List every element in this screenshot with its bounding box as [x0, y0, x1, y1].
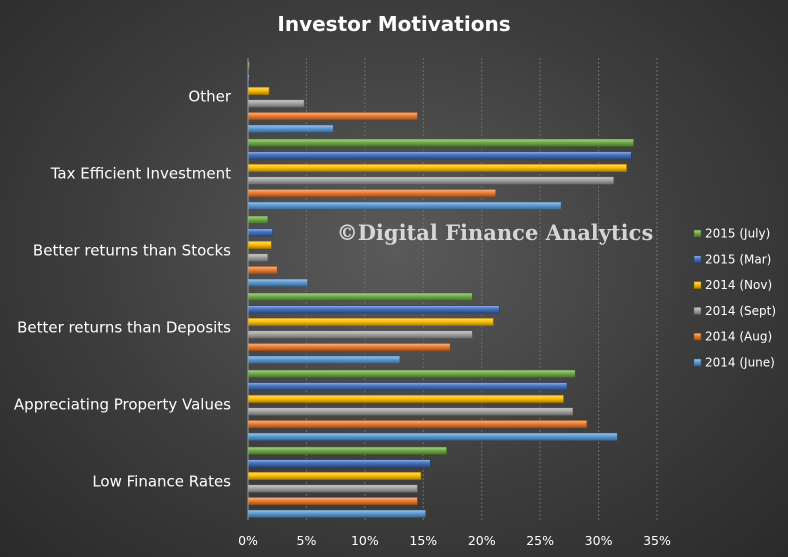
- legend-label: 2015 (Mar): [705, 252, 771, 266]
- bar: [247, 253, 269, 262]
- bar: [247, 86, 270, 95]
- x-tick-label: 5%: [297, 533, 317, 548]
- bar: [247, 266, 278, 275]
- bar: [247, 420, 588, 429]
- legend: 2015 (July) 2015 (Mar) 2014 (Nov) 2014 (Sep…: [693, 227, 776, 370]
- x-tick-label: 35%: [643, 533, 671, 548]
- bar: [247, 317, 494, 327]
- bar: [247, 189, 497, 198]
- bar: [247, 240, 272, 249]
- bars: [247, 61, 634, 518]
- category-label: Other: [188, 88, 231, 106]
- category-labels: Other Tax Efficient Investment Better retu…: [14, 88, 232, 491]
- bar: [247, 394, 564, 404]
- bar: [247, 459, 431, 468]
- legend-label: 2014 (Sept): [705, 304, 776, 318]
- bar: [247, 99, 305, 108]
- bar: [247, 112, 418, 121]
- category-label: Tax Efficient Investment: [50, 165, 231, 183]
- bar: [247, 228, 273, 237]
- bar: [247, 484, 418, 493]
- bar: [247, 369, 576, 378]
- bar: [247, 509, 426, 518]
- legend-swatch: [693, 255, 702, 264]
- legend-label: 2014 (June): [705, 356, 775, 370]
- x-tick-label: 30%: [585, 533, 613, 548]
- x-tick-label: 20%: [468, 533, 496, 548]
- bar: [247, 124, 334, 133]
- legend-swatch: [693, 281, 702, 289]
- bar: [247, 497, 418, 506]
- legend-label: 2014 (Nov): [705, 278, 772, 292]
- category-label: Better returns than Stocks: [33, 242, 231, 260]
- category-label: Low Finance Rates: [92, 473, 231, 491]
- bar: [247, 446, 447, 455]
- gridlines: [247, 58, 658, 520]
- bar: [247, 305, 500, 314]
- tick-labels: 0% 5% 10% 15% 20% 25% 30% 35%: [238, 533, 671, 548]
- bar: [247, 278, 308, 287]
- legend-swatch: [693, 332, 702, 341]
- legend-swatch: [693, 307, 702, 315]
- bar: [247, 343, 451, 352]
- bar: [247, 382, 568, 391]
- bar: [247, 151, 632, 160]
- chart-title: Investor Motivations: [277, 12, 510, 36]
- bar: [247, 355, 401, 364]
- bar: [247, 292, 473, 301]
- bar: [247, 163, 627, 172]
- legend-swatch: [693, 229, 702, 238]
- bar: [247, 407, 574, 416]
- watermark: ©Digital Finance Analytics: [337, 220, 654, 245]
- category-label: Better returns than Deposits: [17, 319, 231, 337]
- x-tick-label: 25%: [526, 533, 554, 548]
- bar: [247, 176, 615, 185]
- bar: [247, 201, 562, 210]
- bar: [247, 330, 473, 339]
- bar: [247, 471, 422, 481]
- legend-label: 2015 (July): [705, 227, 770, 241]
- legend-swatch: [693, 358, 702, 367]
- x-tick-label: 10%: [351, 533, 379, 548]
- bar: [247, 215, 269, 224]
- bar: [247, 432, 618, 441]
- legend-label: 2014 (Aug): [705, 330, 772, 344]
- x-tick-label: 0%: [238, 533, 258, 548]
- x-tick-label: 15%: [409, 533, 437, 548]
- bar: [247, 138, 634, 147]
- category-label: Appreciating Property Values: [14, 396, 231, 414]
